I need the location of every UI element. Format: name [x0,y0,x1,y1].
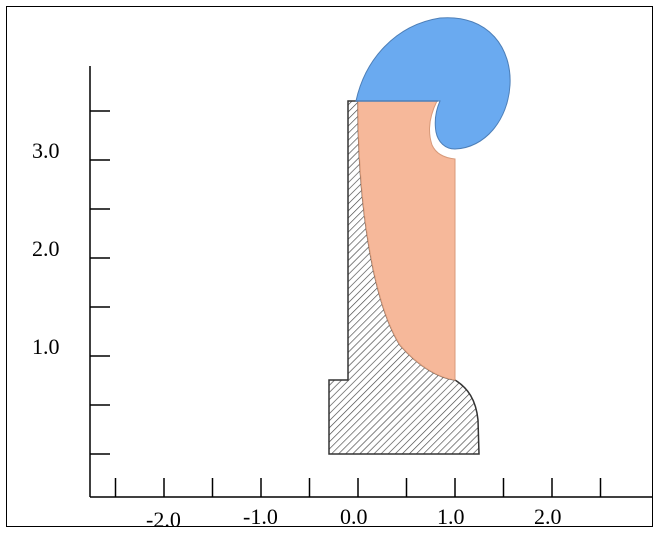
blue-region [355,17,511,150]
x-tick-label: 0.0 [340,504,368,529]
x-tick-label: 2.0 [534,504,562,529]
x-tick-label: -1.0 [243,504,278,529]
x-ticks [114,478,602,497]
y-tick-label: 1.0 [32,334,60,359]
orange-region [357,100,456,381]
x-tick-label: 1.0 [437,504,465,529]
y-ticks [90,110,110,455]
y-tick-labels: 1.0 2.0 3.0 [32,138,60,359]
x-tick-label: -2.0 [146,507,181,532]
x-tick-labels: -2.0 -1.0 0.0 1.0 2.0 [146,504,562,532]
y-tick-label: 3.0 [32,138,60,163]
y-tick-label: 2.0 [32,236,60,261]
